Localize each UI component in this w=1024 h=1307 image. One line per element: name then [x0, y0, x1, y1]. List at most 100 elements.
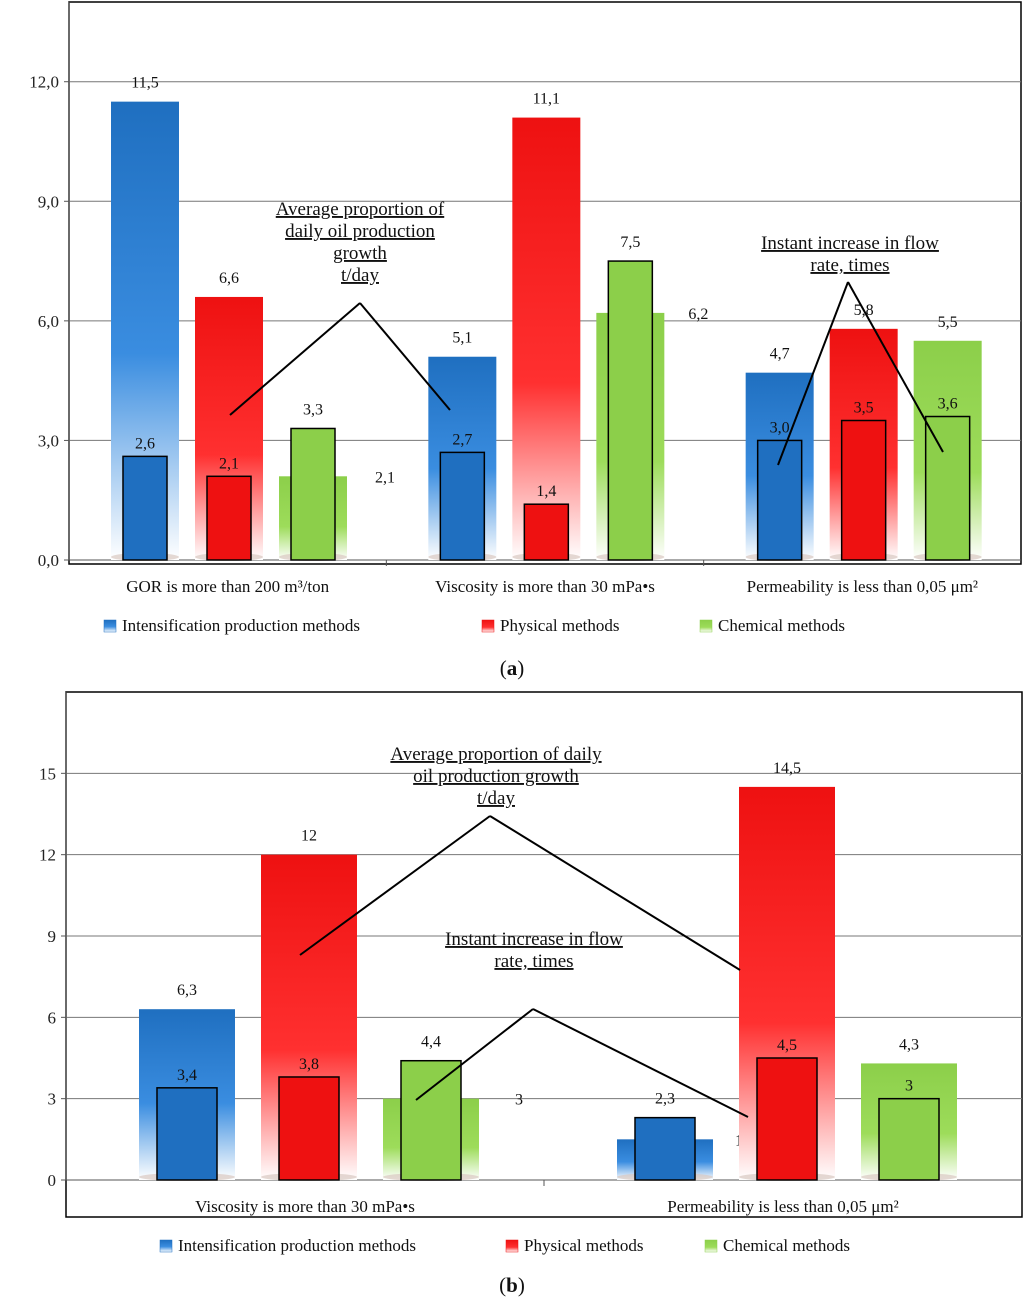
bar-inner-chemical [878, 1097, 940, 1181]
caption-paren-right: ) [518, 1273, 525, 1297]
bar-inner-chemical [290, 427, 336, 561]
legend-swatch-intensification [103, 619, 117, 633]
bar-inner-intensification [122, 455, 168, 561]
annotation-text: t/day [477, 788, 515, 809]
legend-label-physical: Physical methods [500, 616, 619, 635]
legend-swatch-chemical [699, 619, 713, 633]
y-tick-label: 6,0 [38, 312, 59, 331]
chart-b-svg: 0 3 6 9 12 15 6,3 3,4 12 3,8 3 4,4 Viscosity is more… [39, 691, 1023, 1297]
bar-inner-intensification [439, 451, 486, 561]
x-category-label: Permeability is less than 0,05 μm² [667, 1197, 898, 1216]
data-label-outer: 6,2 [688, 306, 708, 323]
caption-letter: a [507, 656, 518, 680]
annotation-leader-line [777, 281, 849, 466]
legend-label-chemical: Chemical methods [723, 1236, 850, 1255]
annotation-leader-line [532, 1008, 749, 1118]
data-label-outer: 11,1 [533, 91, 560, 108]
data-label-inner: 7,5 [620, 234, 640, 251]
x-category-label: Permeability is less than 0,05 μm² [747, 577, 978, 596]
data-label-outer: 4,3 [899, 1036, 919, 1053]
data-label-inner: 3 [905, 1078, 913, 1095]
legend-label-intensification: Intensification production methods [122, 616, 360, 635]
annotation-text: Instant increase in flow [761, 233, 939, 254]
annotation-leader-line [229, 302, 361, 416]
x-category-label: Viscosity is more than 30 mPa•s [195, 1197, 415, 1216]
annotation-text: Average proportion of [276, 199, 445, 220]
bar-inner-physical [756, 1057, 818, 1181]
caption-letter: b [506, 1273, 518, 1297]
annotation-leader-line [359, 302, 451, 411]
data-label-inner: 4,4 [421, 1034, 441, 1051]
bar-inner-physical [206, 475, 252, 561]
annotation-text: rate, times [494, 951, 573, 972]
caption-paren-left: ( [499, 1273, 506, 1297]
data-label-inner: 3,0 [770, 419, 790, 436]
figure-caption: (b) [499, 1273, 525, 1297]
annotation-text: t/day [341, 265, 379, 286]
data-label-inner: 3,8 [299, 1056, 319, 1073]
bar-inner-chemical [607, 260, 654, 561]
data-label-inner: 4,5 [777, 1037, 797, 1054]
x-category-label: GOR is more than 200 m³/ton [126, 577, 329, 596]
y-tick-label: 0 [48, 1171, 57, 1190]
annotation-text: Instant increase in flow [445, 929, 623, 950]
bar-inner-chemical [400, 1059, 462, 1181]
annotation-text: growth [333, 243, 387, 264]
annotation-leader-line [489, 815, 741, 971]
annotation-text: daily oil production [285, 221, 435, 242]
x-category-label: Viscosity is more than 30 mPa•s [435, 577, 655, 596]
bar-inner-physical [278, 1076, 340, 1181]
data-label-outer: 5,5 [938, 314, 958, 331]
y-tick-label: 3 [48, 1090, 57, 1109]
legend-swatch-physical [481, 619, 495, 633]
bar-inner-chemical [924, 415, 971, 561]
chart-panel-a: 0,0 3,0 6,0 9,0 12,0 11,5 2,6 6,6 2,1 2,1 3,3 GOR i… [29, 1, 1022, 680]
data-label-inner: 1,4 [536, 483, 556, 500]
bar-inner-physical [840, 419, 887, 561]
data-label-outer: 4,7 [770, 346, 790, 363]
caption-paren-left: ( [500, 656, 507, 680]
data-label-outer: 5,1 [452, 330, 472, 347]
chart-a-svg: 0,0 3,0 6,0 9,0 12,0 11,5 2,6 6,6 2,1 2,1 3,3 GOR i… [29, 1, 1022, 680]
y-tick-label: 15 [39, 764, 56, 783]
y-tick-label: 9,0 [38, 192, 59, 211]
figure-caption: (a) [500, 656, 525, 680]
legend-label-chemical: Chemical methods [718, 616, 845, 635]
data-label-outer: 12 [301, 828, 317, 845]
bar-inner-physical [523, 503, 570, 561]
legend-swatch-physical [505, 1239, 519, 1253]
data-label-inner: 3,4 [177, 1067, 197, 1084]
data-label-inner: 3,6 [938, 396, 958, 413]
annotation-leader-line [415, 1008, 534, 1101]
annotation-leader-line [299, 815, 491, 956]
legend-swatch-chemical [704, 1239, 718, 1253]
caption-paren-right: ) [517, 656, 524, 680]
data-label-outer: 6,6 [219, 270, 239, 287]
data-label-inner: 2,7 [452, 431, 472, 448]
annotation-text: rate, times [810, 255, 889, 276]
data-label-inner: 2,1 [219, 455, 239, 472]
legend-label-intensification: Intensification production methods [178, 1236, 416, 1255]
chart-panel-b: 0 3 6 9 12 15 6,3 3,4 12 3,8 3 4,4 Viscosity is more… [0, 690, 1024, 1307]
y-tick-label: 3,0 [38, 431, 59, 450]
y-tick-label: 12,0 [29, 73, 59, 92]
data-label-outer: 3 [515, 1092, 523, 1109]
data-label-inner: 2,6 [135, 435, 155, 452]
data-label-inner: 2,3 [655, 1091, 675, 1108]
y-tick-label: 0,0 [38, 551, 59, 570]
data-label-inner: 3,3 [303, 401, 323, 418]
annotation-text: oil production growth [413, 766, 579, 787]
data-label-outer: 6,3 [177, 982, 197, 999]
data-label-inner: 3,5 [854, 400, 874, 417]
y-tick-label: 12 [39, 846, 56, 865]
annotation-text: Average proportion of daily [390, 744, 602, 765]
bar-inner-intensification [156, 1087, 218, 1181]
bar-outer-physical [512, 117, 581, 560]
y-tick-label: 6 [48, 1008, 57, 1027]
data-label-outer: 11,5 [131, 75, 158, 92]
bar-inner-intensification [634, 1116, 696, 1181]
annotation-leader-line [847, 281, 944, 453]
data-label-outer: 14,5 [773, 760, 801, 777]
y-tick-label: 9 [48, 927, 57, 946]
legend-label-physical: Physical methods [524, 1236, 643, 1255]
